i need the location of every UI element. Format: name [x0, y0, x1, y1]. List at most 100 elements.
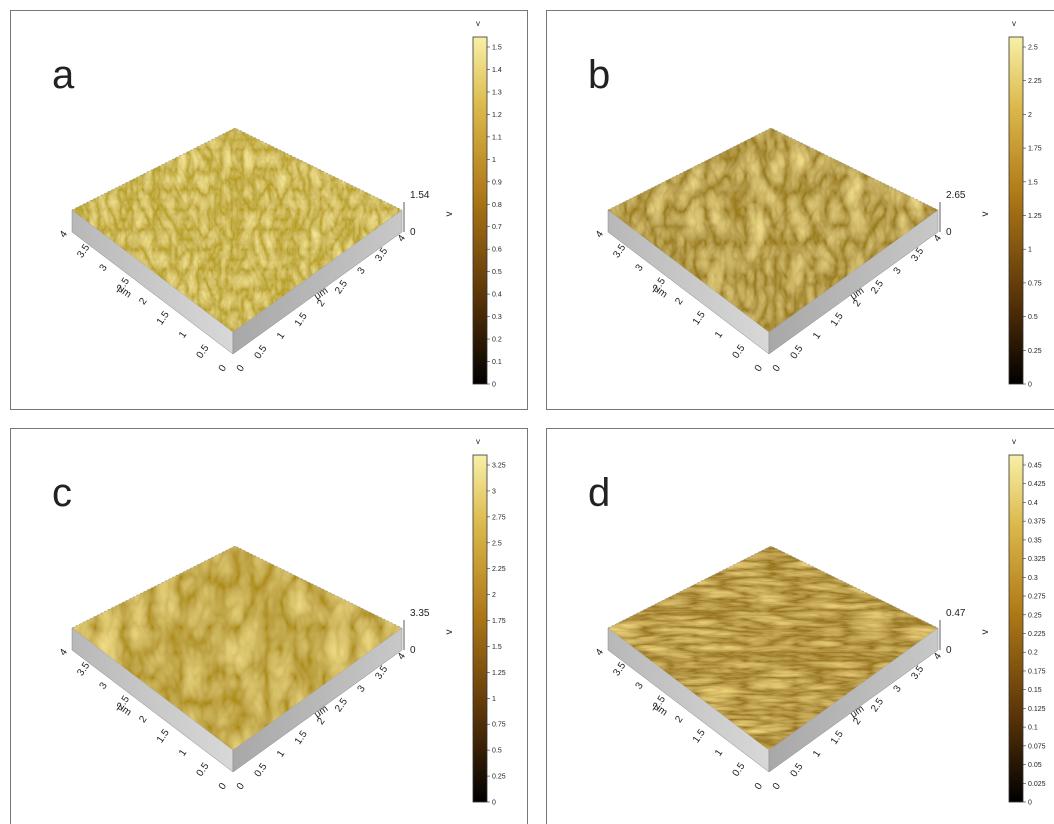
- colorbar-tick-label: 2: [1028, 112, 1032, 119]
- colorbar: [1008, 36, 1024, 385]
- y-tick-label: 1: [275, 748, 287, 759]
- colorbar-tick-label: 1.25: [1028, 213, 1042, 220]
- x-tick-label: 0: [753, 781, 765, 792]
- z-min-label: 0: [410, 227, 416, 238]
- x-tick-label: 2: [673, 714, 685, 725]
- colorbar-tick-label: 0.7: [492, 224, 502, 231]
- colorbar-tick-label: 0.25: [492, 774, 506, 781]
- y-tick-label: 3: [356, 683, 368, 694]
- surface-side-right: [768, 627, 939, 773]
- y-tick-label: 0: [771, 781, 783, 792]
- colorbar-tick-label: 0: [492, 382, 496, 389]
- colorbar-tick-label: 0.75: [492, 722, 506, 729]
- colorbar-tick-label: 2.5: [1028, 45, 1038, 52]
- panel-label: b: [588, 53, 610, 97]
- x-tick-label: 1: [177, 329, 189, 340]
- colorbar-tick-label: 1.75: [492, 618, 506, 625]
- z-min-label: 0: [946, 227, 952, 238]
- colorbar-unit: v: [1012, 19, 1016, 28]
- x-tick-label: 1: [177, 747, 189, 758]
- x-tick-label: 3: [634, 680, 646, 691]
- colorbar-tick-label: 0.025: [1028, 781, 1046, 788]
- colorbar-tick-label: 0.35: [1028, 537, 1042, 544]
- x-tick-label: 2: [137, 714, 149, 725]
- colorbar-tick-label: 0.05: [1028, 762, 1042, 769]
- colorbar-tick-label: 0.2: [492, 337, 502, 344]
- z-max-label: 0.47: [946, 608, 966, 619]
- z-max-label: 1.54: [410, 190, 430, 201]
- colorbar-tick-label: 0.375: [1028, 519, 1046, 526]
- y-tick-label: 1: [811, 330, 823, 341]
- colorbar-tick-label: 0.175: [1028, 668, 1046, 675]
- panel: c3.350v00.511.522.533.54μm00.511.522.533…: [10, 428, 528, 824]
- colorbar-tick-label: 0.1: [492, 359, 502, 366]
- colorbar-tick-label: 0.225: [1028, 631, 1046, 638]
- x-tick-label: 0: [217, 363, 229, 374]
- z-max-label: 3.35: [410, 608, 430, 619]
- y-tick-label: 2: [315, 298, 327, 309]
- colorbar-unit: v: [1012, 437, 1016, 446]
- y-tick-label: 2: [851, 716, 863, 727]
- y-tick-label: 2: [315, 716, 327, 727]
- x-tick-label: 3: [98, 262, 110, 273]
- surface-back-edge: [71, 545, 403, 629]
- colorbar-tick-label: 1.3: [492, 89, 502, 96]
- colorbar-tick-label: 0.15: [1028, 687, 1042, 694]
- y-tick-label: 0: [235, 363, 247, 374]
- colorbar-tick-label: 0.5: [492, 748, 502, 755]
- x-tick-label: 3: [634, 262, 646, 273]
- colorbar-tick-label: 0.075: [1028, 743, 1046, 750]
- colorbar-tick-label: 0.4: [1028, 500, 1038, 507]
- panel-label: d: [588, 471, 610, 515]
- colorbar-tick-label: 2: [492, 592, 496, 599]
- colorbar-tick-label: 3.25: [492, 463, 506, 470]
- colorbar-tick-label: 0.2: [1028, 650, 1038, 657]
- z-unit-label: v: [444, 212, 455, 217]
- x-tick-label: 3: [98, 680, 110, 691]
- colorbar-tick-label: 0.125: [1028, 706, 1046, 713]
- colorbar-tick-label: 1: [492, 696, 496, 703]
- colorbar-tick-label: 2.75: [492, 514, 506, 521]
- colorbar-tick-label: 0.425: [1028, 481, 1046, 488]
- colorbar-tick-label: 0.3: [1028, 575, 1038, 582]
- surface-top: [608, 546, 938, 750]
- colorbar: [1008, 454, 1024, 803]
- z-unit-label: v: [444, 630, 455, 635]
- colorbar-tick-label: 1.75: [1028, 146, 1042, 153]
- colorbar-tick-label: 0.25: [1028, 348, 1042, 355]
- colorbar-tick-label: 0.3: [492, 314, 502, 321]
- colorbar-tick-label: 2.25: [492, 566, 506, 573]
- colorbar-tick-label: 1.25: [492, 670, 506, 677]
- x-tick-label: 2: [137, 296, 149, 307]
- y-tick-label: 4: [396, 651, 408, 662]
- z-min-label: 0: [410, 645, 416, 656]
- y-tick-label: 2: [851, 298, 863, 309]
- colorbar-tick-label: 1.5: [492, 45, 502, 52]
- colorbar-tick-label: 3: [492, 488, 496, 495]
- colorbar-unit: v: [476, 437, 480, 446]
- panel: a1.540v00.511.522.533.54μm00.511.522.533…: [10, 10, 528, 410]
- y-tick-label: 3: [356, 265, 368, 276]
- x-tick-label: 4: [594, 229, 606, 240]
- colorbar: [472, 454, 488, 803]
- surface-side-right: [232, 627, 403, 773]
- panel: d0.470v00.511.522.533.54μm00.511.522.533…: [546, 428, 1054, 824]
- colorbar-tick-label: 1.4: [492, 67, 502, 74]
- surface-back-edge: [607, 545, 939, 629]
- colorbar-tick-label: 2.25: [1028, 78, 1042, 85]
- colorbar-tick-label: 1.1: [492, 134, 502, 141]
- x-tick-label: 2: [673, 296, 685, 307]
- z-min-label: 0: [946, 645, 952, 656]
- colorbar-tick-label: 0.6: [492, 247, 502, 254]
- x-tick-label: 0: [217, 781, 229, 792]
- colorbar-tick-label: 0.1: [1028, 725, 1038, 732]
- surface-back-edge: [607, 127, 939, 211]
- colorbar-tick-label: 0.8: [492, 202, 502, 209]
- y-tick-label: 3: [892, 265, 904, 276]
- y-tick-label: 0: [235, 781, 247, 792]
- y-tick-label: 1: [811, 748, 823, 759]
- x-tick-label: 4: [58, 229, 70, 240]
- colorbar-tick-label: 0.4: [492, 292, 502, 299]
